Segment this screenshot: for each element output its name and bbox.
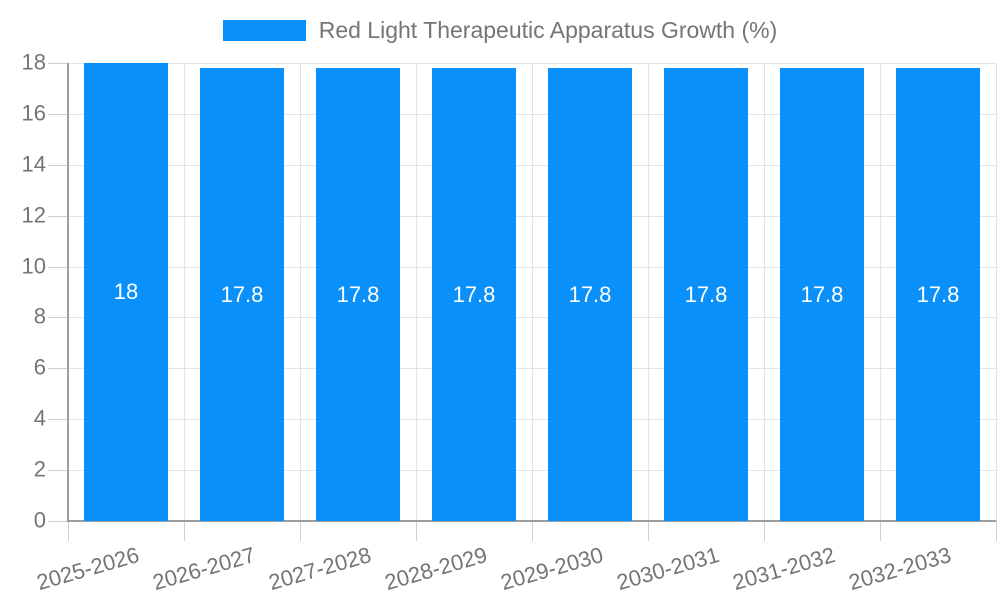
bar[interactable] [432,68,516,521]
y-tick-label: 6 [33,354,46,380]
bar-value-label: 18 [113,279,139,304]
bar[interactable] [316,68,400,521]
x-tick [300,521,301,541]
gridline-v [184,63,185,521]
x-tick [648,521,649,541]
gridline-v [416,63,417,521]
y-tick-label: 16 [21,100,46,126]
legend-label: Red Light Therapeutic Apparatus Growth (… [318,17,778,43]
x-tick [532,521,533,541]
y-tick [48,317,68,319]
y-tick [48,113,68,115]
x-axis-line [67,520,996,522]
gridline-v [532,63,533,521]
bar[interactable] [780,68,864,521]
bar-value-label: 17.8 [800,281,844,307]
bar[interactable] [548,68,632,521]
legend[interactable]: Red Light Therapeutic Apparatus Growth (… [0,17,1000,44]
bar[interactable] [896,68,980,521]
x-tick-label: 2032-2033 [846,542,1000,595]
y-tick-label: 0 [33,507,46,533]
y-tick-label: 10 [21,253,46,279]
y-tick-label: 18 [21,49,46,75]
gridline-v [996,63,997,521]
y-tick [48,419,68,421]
x-tick-label-text: 2025-2026 [33,542,142,596]
x-tick [184,521,185,541]
x-tick [880,521,881,541]
y-tick [48,521,68,522]
y-tick-label: 2 [33,456,46,482]
y-tick-label: 12 [21,202,46,228]
gridline-v [648,63,649,521]
bar-value-label: 17.8 [684,281,728,307]
y-tick-label: 14 [21,151,46,177]
y-tick [48,470,68,472]
x-tick [996,521,997,541]
bar-value-label: 17.8 [336,281,380,307]
y-tick [48,266,68,268]
gridline-v [300,63,301,521]
x-tick [764,521,765,541]
bar[interactable] [664,68,748,521]
bar-value-label: 17.8 [452,281,496,307]
bar-value-label: 17.8 [568,281,612,307]
y-tick [48,164,68,166]
x-tick [416,521,417,541]
gridline-v [880,63,881,521]
x-tick [68,521,69,541]
bar-value-label: 17.8 [220,281,264,307]
y-tick [48,368,68,370]
bar-value-label: 17.8 [916,281,960,307]
y-tick [48,63,68,64]
legend-swatch [222,20,306,41]
y-axis-line [67,63,69,521]
y-tick [48,215,68,217]
gridline-v [764,63,765,521]
bar[interactable] [84,63,168,521]
y-tick-label: 4 [33,405,46,431]
bar[interactable] [200,68,284,521]
y-tick-label: 8 [33,303,46,329]
